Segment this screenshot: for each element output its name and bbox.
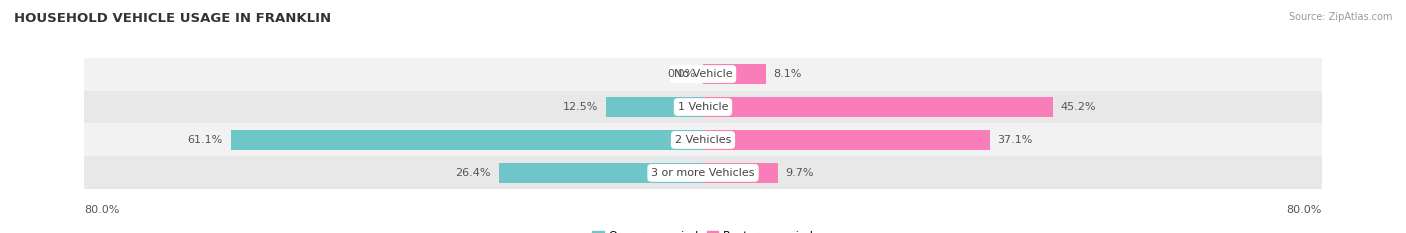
Text: Source: ZipAtlas.com: Source: ZipAtlas.com [1288,12,1392,22]
Text: 1 Vehicle: 1 Vehicle [678,102,728,112]
Text: 9.7%: 9.7% [786,168,814,178]
Bar [703,97,1053,117]
Text: 61.1%: 61.1% [187,135,222,145]
Bar [499,163,703,183]
Text: 3 or more Vehicles: 3 or more Vehicles [651,168,755,178]
Text: 45.2%: 45.2% [1060,102,1095,112]
Text: HOUSEHOLD VEHICLE USAGE IN FRANKLIN: HOUSEHOLD VEHICLE USAGE IN FRANKLIN [14,12,332,25]
Bar [231,130,703,150]
Text: 37.1%: 37.1% [998,135,1033,145]
Text: 26.4%: 26.4% [456,168,491,178]
Text: 80.0%: 80.0% [84,205,120,215]
Text: 8.1%: 8.1% [773,69,801,79]
Bar [84,156,1322,189]
Text: 80.0%: 80.0% [1286,205,1322,215]
Text: 2 Vehicles: 2 Vehicles [675,135,731,145]
Bar [84,58,1322,91]
Bar [703,130,990,150]
Bar [703,64,766,84]
Text: 0.0%: 0.0% [666,69,696,79]
Bar [606,97,703,117]
Text: 12.5%: 12.5% [564,102,599,112]
Bar [703,163,778,183]
Legend: Owner-occupied, Renter-occupied: Owner-occupied, Renter-occupied [588,226,818,233]
Bar [84,91,1322,123]
Text: No Vehicle: No Vehicle [673,69,733,79]
Bar [84,123,1322,156]
